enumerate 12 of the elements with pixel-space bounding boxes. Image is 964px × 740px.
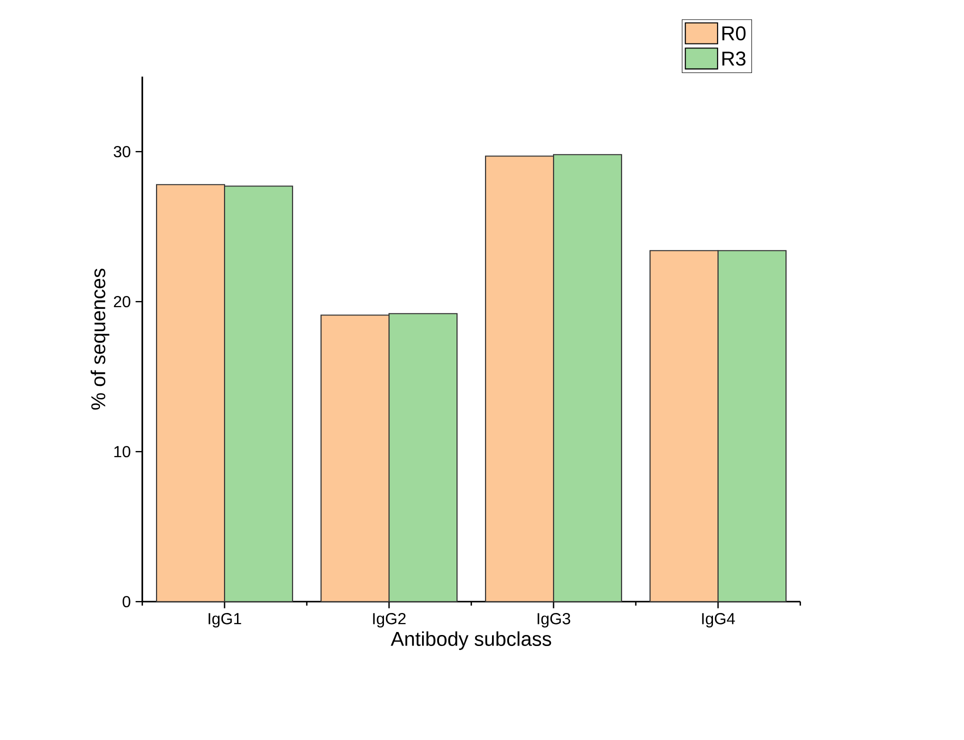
- x-axis-title: Antibody subclass: [390, 631, 552, 650]
- y-tick-label: 20: [114, 296, 130, 308]
- y-tick-label: 30: [114, 146, 130, 158]
- legend-label: R3: [722, 51, 746, 66]
- x-tick-label: IgG1: [208, 613, 242, 628]
- x-tick-label: IgG4: [702, 613, 735, 628]
- y-axis-title: % of sequences: [90, 268, 110, 410]
- legend-label: R0: [722, 26, 746, 40]
- y-tick-label: 10: [114, 446, 130, 458]
- x-tick-label: IgG3: [538, 613, 570, 628]
- y-tick-label: 0: [122, 596, 130, 608]
- x-tick-label: IgG2: [373, 613, 406, 628]
